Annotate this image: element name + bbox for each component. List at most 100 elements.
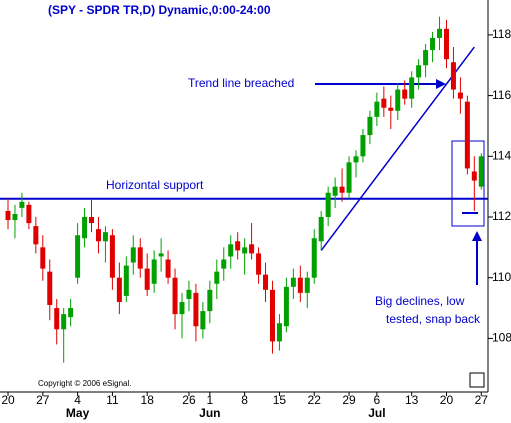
candle-body (388, 107, 394, 111)
candle-body (311, 238, 317, 278)
candle-body (269, 289, 275, 342)
x-tick-label: 20 (1, 393, 15, 407)
x-tick-label: 22 (308, 393, 322, 407)
candle-body (109, 235, 115, 278)
chart-title: (SPY - SPDR TR,D) Dynamic,0:00-24:00 (48, 3, 271, 17)
x-tick-label: 20 (440, 393, 454, 407)
candle-body (116, 277, 122, 302)
candle-body (165, 259, 171, 278)
y-tick-label: 110 (492, 270, 511, 284)
copyright: Copyright © 2006 eSignal. (38, 379, 132, 388)
x-tick-label: 18 (141, 393, 155, 407)
candle-body (339, 186, 345, 193)
candle-body (318, 217, 324, 242)
candle-body (193, 292, 199, 327)
candle-body (249, 244, 255, 254)
x-tick-label: 27 (475, 393, 489, 407)
scroll-icon[interactable] (469, 372, 485, 388)
candle-body (12, 213, 18, 221)
candle-body (137, 247, 143, 269)
x-tick-label: 29 (342, 393, 356, 407)
y-tick-label: 118 (492, 27, 511, 41)
trend-line (320, 46, 475, 251)
candle-body (360, 135, 366, 157)
candle-body (409, 77, 415, 99)
candle-body (214, 271, 220, 284)
candle-body (471, 171, 477, 181)
candle-body (325, 192, 331, 218)
candle-body (276, 323, 282, 342)
y-tick-label: 108 (492, 331, 511, 345)
x-tick-label: 6 (374, 393, 381, 407)
candle-body (464, 101, 470, 169)
candle-body (263, 274, 269, 290)
candle-body (123, 265, 129, 296)
candle-body (450, 62, 456, 90)
month-label: Jul (368, 406, 385, 420)
candle-body (54, 308, 60, 330)
candle-body (478, 156, 484, 187)
x-tick-label: 8 (241, 393, 248, 407)
candle-body (130, 247, 136, 263)
candle-body (290, 277, 296, 287)
annotation-trend: Trend line breached (188, 76, 294, 90)
candle-body (47, 271, 53, 306)
candle-body (367, 116, 373, 136)
candle-body (186, 289, 192, 299)
candle-body (374, 101, 380, 117)
candle-body (172, 277, 178, 315)
candle-body (179, 301, 185, 315)
x-tick-label: 13 (405, 393, 419, 407)
candle-body (304, 277, 310, 293)
candle-body (437, 28, 443, 38)
candle-body (381, 98, 387, 108)
candle-body (102, 232, 108, 242)
candle-body (430, 37, 436, 51)
annotation-declines: tested, snap back (386, 312, 481, 326)
candle-body (75, 235, 81, 278)
candle-body (221, 259, 227, 269)
x-tick-label: 26 (182, 393, 196, 407)
month-label: May (66, 406, 90, 420)
candle-body (200, 311, 206, 330)
candle-body (256, 253, 262, 275)
candle-body (346, 162, 352, 193)
candle-body (95, 229, 101, 242)
month-label: Jun (199, 406, 220, 420)
candle-body (40, 247, 46, 269)
candle-body (61, 314, 67, 330)
candle-body (297, 277, 303, 293)
candle-body (68, 308, 74, 318)
candle-body (207, 289, 213, 312)
candle-body (26, 204, 32, 224)
candle-body (89, 217, 95, 224)
candle-body (82, 217, 88, 239)
x-tick-label: 15 (273, 393, 287, 407)
candle-body (235, 241, 241, 251)
candle-body (443, 28, 449, 60)
candle-body (416, 65, 422, 78)
x-tick-label: 27 (36, 393, 50, 407)
y-tick-label: 116 (492, 88, 511, 102)
x-tick-label: 11 (106, 393, 119, 407)
arrow-head (436, 79, 446, 89)
x-tick-label: 4 (74, 393, 81, 407)
y-tick-label: 114 (492, 148, 511, 162)
annotation-support: Horizontal support (106, 178, 204, 192)
candle-body (33, 226, 39, 245)
candle-body (228, 244, 234, 257)
annotation-declines: Big declines, low (375, 294, 465, 308)
candle-body (402, 89, 408, 99)
candle-body (144, 268, 150, 290)
candle-body (423, 50, 429, 66)
candle-body (151, 259, 157, 284)
candle-body (158, 253, 164, 257)
candle-body (5, 210, 11, 221)
candle-body (332, 186, 338, 196)
candle-body (395, 89, 401, 111)
candle-body (242, 247, 248, 254)
candle-body (283, 286, 289, 327)
candle-body (353, 156, 359, 163)
